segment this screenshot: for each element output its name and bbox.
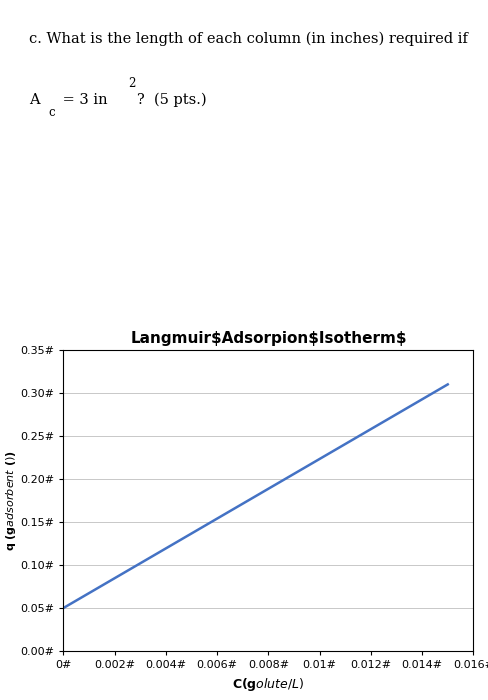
Text: c: c: [49, 106, 56, 120]
X-axis label: C(g$olute/ L)$: C(g$olute/ L)$: [232, 676, 305, 692]
Text: 2: 2: [128, 77, 135, 90]
Text: A: A: [29, 93, 40, 107]
Text: c. What is the length of each column (in inches) required if: c. What is the length of each column (in…: [29, 32, 468, 46]
Y-axis label: q (g$adsorbent$ ($)$): q (g$adsorbent$ ($)$): [3, 450, 18, 551]
Text: ?  (5 pts.): ? (5 pts.): [137, 93, 206, 108]
Text: = 3 in: = 3 in: [58, 93, 107, 107]
Title: Langmuir$Adsorpion$Isotherm$: Langmuir$Adsorpion$Isotherm$: [130, 331, 407, 346]
